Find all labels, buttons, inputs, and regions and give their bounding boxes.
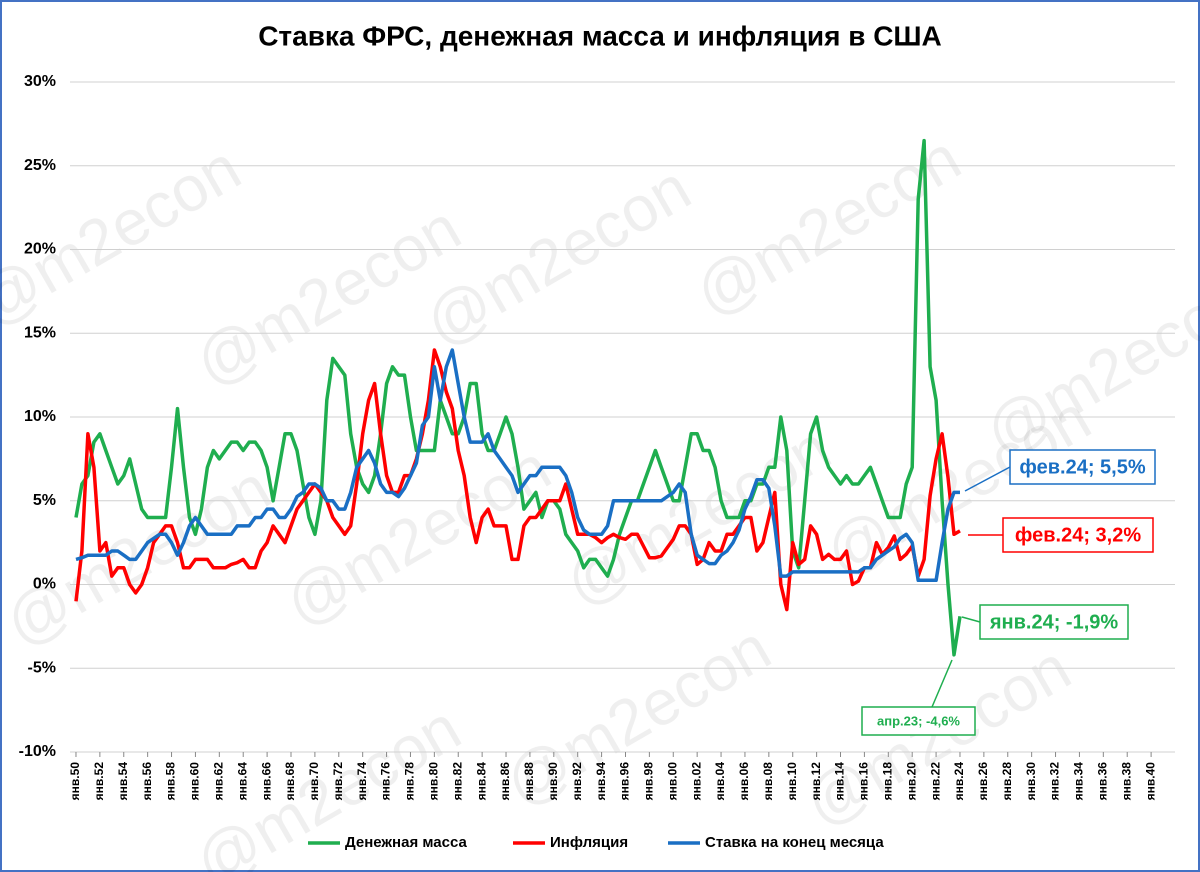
x-tick-label: янв.76 [379, 762, 393, 801]
annotation-box [1002, 517, 1154, 553]
x-tick-label: янв.12 [809, 762, 823, 801]
x-tick-label: янв.58 [164, 762, 178, 801]
x-tick-label: янв.24 [952, 762, 966, 801]
x-tick-label: янв.70 [307, 762, 321, 801]
x-tick-label: янв.88 [522, 762, 536, 801]
x-tick-label: янв.20 [904, 762, 918, 801]
x-tick-label: янв.74 [355, 762, 369, 801]
x-tick-label: янв.08 [761, 762, 775, 801]
lines [74, 138, 962, 657]
x-tick-label: янв.78 [403, 762, 417, 801]
x-tick-label: янв.54 [116, 762, 130, 801]
x-tick-label: янв.02 [689, 762, 703, 801]
y-tick-label: 15% [24, 324, 56, 341]
x-tick-label: янв.82 [450, 762, 464, 801]
x-tick-label: янв.80 [427, 762, 441, 801]
annotations: фев.24; 5,5% фев.24; 3,2% янв.24; -1,9% апр… [861, 449, 1156, 736]
leader-line [931, 659, 953, 708]
x-tick-label: янв.30 [1024, 762, 1038, 801]
annotation-box [1009, 449, 1156, 485]
legend-label: Инфляция [550, 834, 628, 851]
x-tick-label: янв.62 [211, 762, 225, 801]
legend-label: Ставка на конец месяца [705, 834, 884, 851]
x-tick-label: янв.38 [1119, 762, 1133, 801]
x-tick-label: янв.36 [1095, 762, 1109, 801]
x-tick-label: янв.60 [188, 762, 202, 801]
x-tick-label: янв.56 [140, 762, 154, 801]
x-tick-label: янв.98 [642, 762, 656, 801]
x-tick-label: янв.14 [833, 762, 847, 801]
x-tick-label: янв.28 [1000, 762, 1014, 801]
x-tick-label: янв.34 [1072, 762, 1086, 801]
x-tick-label: янв.06 [737, 762, 751, 801]
annotation: янв.24; -1,9% [989, 611, 1119, 633]
y-tick-label: -5% [28, 659, 56, 676]
annotation-box [979, 604, 1129, 640]
x-tick-label: янв.32 [1048, 762, 1062, 801]
x-tick-label: янв.68 [283, 762, 297, 801]
y-tick-label: 10% [24, 408, 56, 425]
y-tick-label: 5% [33, 492, 56, 509]
annotation: фев.24; 3,2% [1015, 524, 1141, 546]
series-line [74, 138, 962, 657]
x-tick-label: янв.66 [259, 762, 273, 801]
x-tick-label: янв.90 [546, 762, 560, 801]
x-tick-label: янв.86 [498, 762, 512, 801]
x-tick-label: янв.72 [331, 762, 345, 801]
x-tick-label: янв.00 [665, 762, 679, 801]
x-tick-label: янв.16 [857, 762, 871, 801]
x-tick-label: янв.22 [928, 762, 942, 801]
chart-title: Ставка ФРС, денежная масса и инфляция в … [258, 20, 942, 51]
x-tick-label: янв.18 [880, 762, 894, 801]
x-tick-label: янв.64 [235, 762, 249, 801]
y-tick-label: 20% [24, 241, 56, 258]
x-tick-label: янв.26 [976, 762, 990, 801]
leader-line [964, 466, 1011, 492]
annotation: фев.24; 5,5% [1019, 456, 1145, 478]
series-line [75, 348, 960, 583]
y-tick-label: 30% [24, 73, 56, 90]
series-line [74, 348, 961, 612]
legend: Денежная масса Инфляция Ставка на конец ме… [308, 834, 884, 851]
annotation: апр.23; -4,6% [877, 713, 960, 728]
x-tick-label: янв.10 [785, 762, 799, 801]
x-tick-label: янв.50 [68, 762, 82, 801]
x-tick-label: янв.84 [474, 762, 488, 801]
annotation-box [861, 706, 976, 736]
grid: -10% -5% 0% 5% 10% 15% 20% 25% 30% янв.50 янв.52 ян… [19, 73, 1175, 800]
x-tick-label: янв.52 [92, 762, 106, 801]
y-tick-label: -10% [19, 743, 56, 760]
y-tick-label: 25% [24, 157, 56, 174]
y-tick-label: 0% [33, 576, 56, 593]
x-tick-label: янв.92 [570, 762, 584, 801]
x-tick-label: янв.94 [594, 762, 608, 801]
legend-label: Денежная масса [345, 834, 467, 851]
x-tick-label: янв.04 [713, 762, 727, 801]
x-tick-label: янв.96 [618, 762, 632, 801]
x-tick-label: янв.40 [1143, 762, 1157, 801]
leader-line [961, 616, 981, 623]
